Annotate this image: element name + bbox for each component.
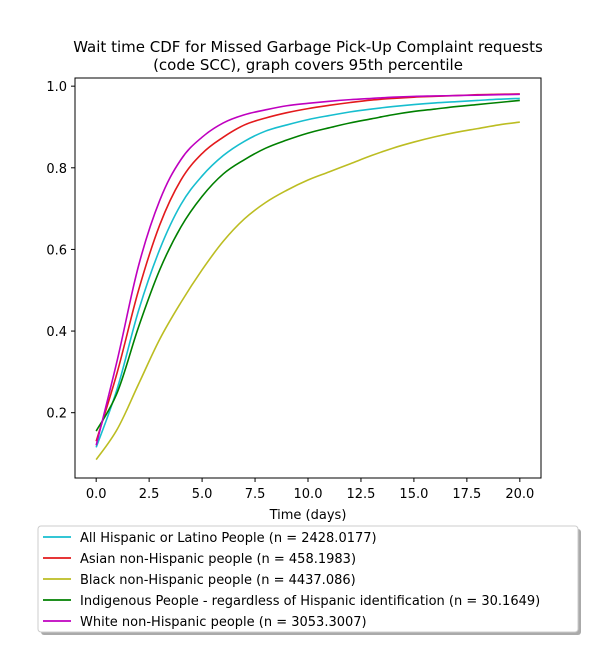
series-line-1: [95, 93, 520, 442]
series-lines: [95, 93, 520, 461]
series-line-2: [95, 121, 520, 461]
series-line-3: [95, 99, 520, 432]
chart-title: Wait time CDF for Missed Garbage Pick-Up…: [73, 38, 543, 56]
chart-subtitle: (code SCC), graph covers 95th percentile: [153, 56, 463, 74]
y-tick-label: 1.0: [46, 80, 67, 95]
legend-box: [37, 525, 579, 633]
legend-label-1: Asian non-Hispanic people (n = 458.1983): [80, 552, 356, 567]
legend-label-3: Indigenous People - regardless of Hispan…: [80, 594, 540, 609]
x-tick-label: 0.0: [86, 487, 107, 502]
legend: All Hispanic or Latino People (n = 2428.…: [37, 525, 581, 635]
x-tick-label: 12.5: [346, 487, 375, 502]
y-tick-label: 0.6: [46, 243, 67, 258]
legend-label-4: White non-Hispanic people (n = 3053.3007…: [80, 615, 367, 630]
x-axis-ticks: 0.0 2.5 5.0 7.5 10.0 12.5 15.0 17.5 20.0: [86, 478, 534, 502]
legend-label-2: Black non-Hispanic people (n = 4437.086): [80, 573, 356, 588]
x-tick-label: 7.5: [245, 487, 266, 502]
plot-frame: [74, 77, 542, 479]
y-tick-label: 0.8: [46, 162, 67, 177]
y-tick-label: 0.4: [46, 325, 67, 340]
x-tick-label: 5.0: [192, 487, 213, 502]
x-tick-label: 2.5: [139, 487, 160, 502]
x-tick-label: 20.0: [505, 487, 534, 502]
y-tick-label: 0.2: [46, 407, 67, 422]
x-axis-label: Time (days): [269, 508, 347, 523]
x-tick-label: 15.0: [399, 487, 428, 502]
legend-label-0: All Hispanic or Latino People (n = 2428.…: [80, 531, 377, 546]
series-line-0: [95, 97, 520, 448]
x-tick-label: 17.5: [452, 487, 481, 502]
x-tick-label: 10.0: [294, 487, 323, 502]
series-line-4: [95, 93, 520, 446]
plot-area: 0.0 2.5 5.0 7.5 10.0 12.5 15.0 17.5 20.0 0.20.40…: [46, 77, 542, 502]
legend-items: All Hispanic or Latino People (n = 2428.…: [43, 531, 540, 630]
y-axis-ticks: 0.2 0.4 0.6 0.8 1.0: [46, 80, 75, 422]
